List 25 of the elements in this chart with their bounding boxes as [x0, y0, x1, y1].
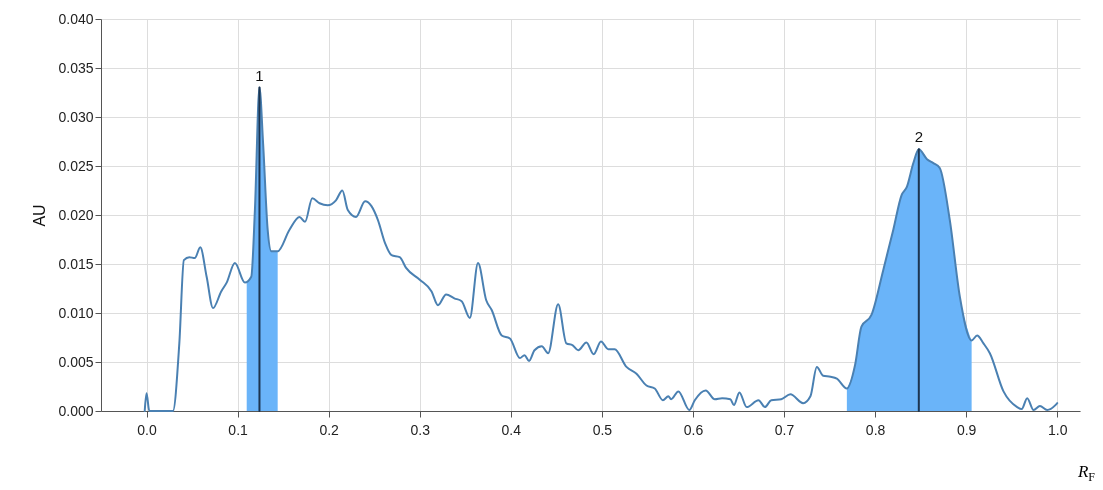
y-tick-label: 0.035 — [58, 59, 94, 76]
x-axis-title: R$_{F}$ — [1077, 462, 1095, 486]
x-tick-label: 0.7 — [774, 421, 795, 438]
y-tick-label: 0.040 — [58, 10, 94, 27]
y-axis-title: AU — [31, 204, 49, 227]
y-tick-label: 0.015 — [58, 255, 94, 272]
x-tick-label: 0.5 — [592, 421, 613, 438]
y-tick-label: 0.025 — [58, 157, 94, 174]
x-tick-label: 0.0 — [137, 421, 157, 438]
y-tick-label: 0.020 — [58, 206, 94, 223]
x-tick-label: 0.1 — [228, 421, 249, 438]
x-tick-label: 0.8 — [865, 421, 886, 438]
x-tick-label: 0.2 — [319, 421, 340, 438]
y-tick-label: 0.000 — [58, 402, 94, 419]
annotation: 1 — [255, 66, 264, 84]
x-tick-label: 0.9 — [956, 421, 977, 438]
x-tick-label: 0.6 — [683, 421, 704, 438]
line-series — [143, 86, 1059, 412]
x-tick-label: 0.4 — [501, 421, 522, 438]
y-tick-label: 0.010 — [58, 304, 94, 321]
x-tick-label: 0.3 — [410, 421, 431, 438]
x-tick-label: 1.0 — [1048, 421, 1068, 438]
y-tick-label: 0.005 — [58, 353, 94, 370]
y-tick-label: 0.030 — [58, 108, 94, 125]
annotation: 2 — [914, 128, 923, 146]
